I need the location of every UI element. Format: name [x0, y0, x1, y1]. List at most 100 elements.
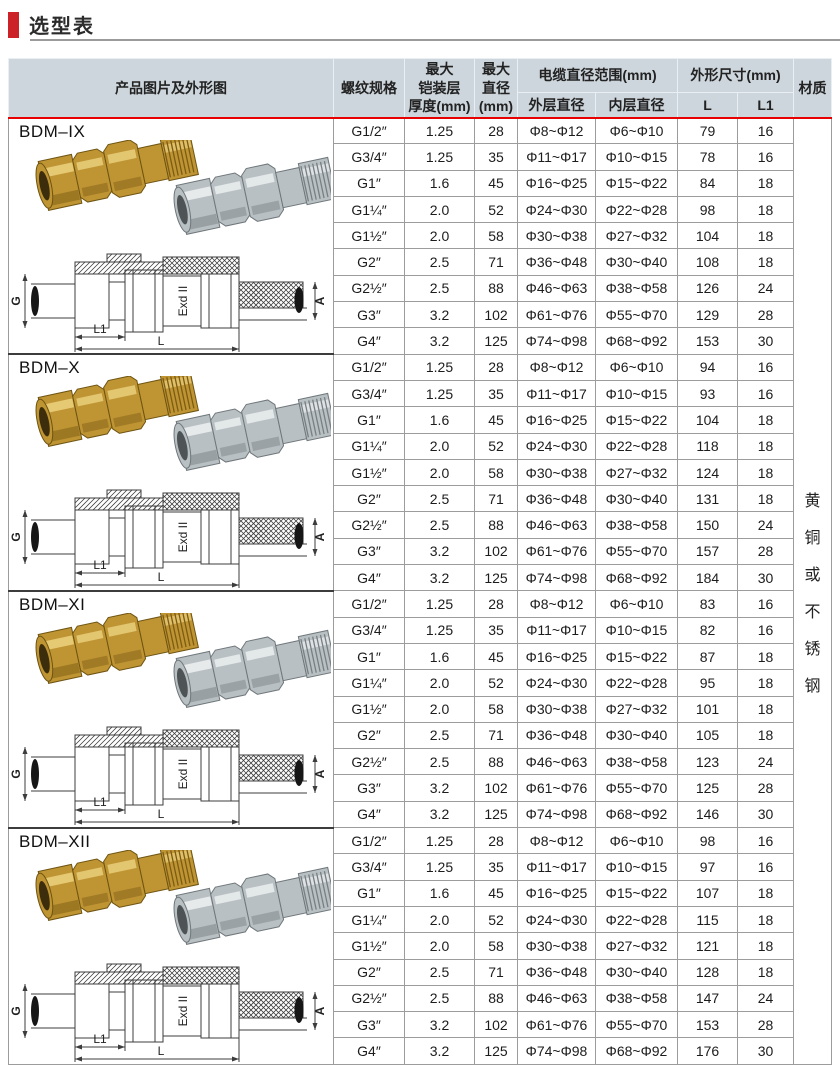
table-body: BDM–IX Exd IIGAL1LG1/2″1.2528Φ8~Φ12Φ6~Φ1…	[8, 116, 833, 1065]
table-row: G2″ 2.5 71 Φ36~Φ48 Φ30~Φ40 105 18	[9, 721, 832, 750]
table-row: G1¼″ 2.0 52 Φ24~Φ30 Φ22~Φ28 115 18	[9, 905, 832, 934]
cell-l: 125	[677, 774, 739, 802]
cell-inner-diameter: Φ30~Φ40	[594, 248, 679, 276]
cell-outer-diameter: Φ61~Φ76	[517, 301, 596, 329]
cell-outer-diameter: Φ11~Φ17	[517, 143, 596, 171]
cell-l1: 16	[737, 616, 795, 644]
title-divider	[30, 39, 840, 41]
cell-l1: 16	[737, 827, 795, 855]
cell-thread: G1″	[333, 169, 405, 197]
cell-l: 107	[677, 879, 739, 907]
cell-max-diameter: 28	[474, 590, 518, 618]
cell-max-diameter: 125	[474, 1037, 518, 1065]
cell-max-diameter: 52	[474, 432, 518, 460]
outline-drawing: Exd II G A L1 L	[11, 253, 327, 352]
cell-outer-diameter: Φ36~Φ48	[517, 721, 596, 750]
table-row: G1¼″ 2.0 52 Φ24~Φ30 Φ22~Φ28 98 18	[9, 195, 832, 224]
cell-max-diameter: 88	[474, 511, 518, 539]
cell-armor-thickness: 1.25	[404, 116, 475, 145]
cell-thread: G3″	[333, 774, 405, 802]
cell-thread: G4″	[333, 327, 405, 355]
cell-l1: 24	[737, 984, 795, 1013]
cell-l: 83	[677, 590, 739, 618]
cell-l: 124	[677, 458, 739, 487]
cell-l1: 24	[737, 274, 795, 303]
cell-max-diameter: 71	[474, 248, 518, 276]
cell-armor-thickness: 1.25	[404, 827, 475, 855]
cell-max-diameter: 58	[474, 222, 518, 250]
table-row: G2″ 2.5 71 Φ36~Φ48 Φ30~Φ40 128 18	[9, 958, 832, 986]
cell-outer-diameter: Φ16~Φ25	[517, 406, 596, 434]
cell-l: 118	[677, 432, 739, 460]
cell-armor-thickness: 1.6	[404, 642, 475, 671]
table-row: BDM–X Exd IIGAL1LG1/2″1.2528Φ8~Φ12Φ6~Φ10…	[8, 353, 832, 592]
cell-l: 93	[677, 379, 739, 408]
page-title: 选型表	[29, 16, 95, 38]
cell-armor-thickness: 3.2	[404, 301, 475, 329]
cell-max-diameter: 125	[474, 800, 518, 829]
cell-l: 123	[677, 748, 739, 776]
cell-thread: G2″	[333, 485, 405, 513]
cell-inner-diameter: Φ55~Φ70	[594, 537, 679, 566]
cell-l: 150	[677, 511, 739, 539]
cell-l1: 18	[737, 458, 795, 487]
cell-max-diameter: 102	[474, 537, 518, 566]
table-row: G2½″ 2.5 88 Φ46~Φ63 Φ38~Φ58 150 24	[9, 511, 832, 539]
cell-l: 129	[677, 301, 739, 329]
cell-armor-thickness: 1.6	[404, 169, 475, 197]
table-row: G2½″ 2.5 88 Φ46~Φ63 Φ38~Φ58 147 24	[9, 984, 832, 1013]
cell-armor-thickness: 2.0	[404, 932, 475, 960]
cell-thread: G1/2″	[333, 590, 405, 618]
cell-inner-diameter: Φ6~Φ10	[594, 353, 679, 381]
cell-inner-diameter: Φ38~Φ58	[594, 511, 679, 539]
cell-l: 98	[677, 195, 739, 224]
cell-l: 153	[677, 1011, 739, 1039]
cell-thread: G2½″	[333, 984, 405, 1013]
model-label: BDM–XI	[19, 594, 86, 614]
cell-l: 121	[677, 932, 739, 960]
cell-max-diameter: 125	[474, 327, 518, 355]
cell-l1: 28	[737, 774, 795, 802]
cell-max-diameter: 52	[474, 669, 518, 697]
cell-max-diameter: 35	[474, 616, 518, 644]
cell-inner-diameter: Φ27~Φ32	[594, 932, 679, 960]
cell-l: 147	[677, 984, 739, 1013]
selection-table: 产品图片及外形图 螺纹规格 最大 铠装层 厚度(mm) 最大 直径 (mm) 电…	[8, 58, 833, 1065]
cell-l1: 18	[737, 485, 795, 513]
header-product: 产品图片及外形图	[8, 58, 334, 119]
table-row: G2″ 2.5 71 Φ36~Φ48 Φ30~Φ40 131 18	[9, 485, 832, 513]
cell-l1: 18	[737, 406, 795, 434]
cell-max-diameter: 102	[474, 1011, 518, 1039]
cell-max-diameter: 88	[474, 984, 518, 1013]
svg-text:L1: L1	[93, 558, 107, 572]
product-photo	[35, 139, 331, 235]
cell-armor-thickness: 2.0	[404, 669, 475, 697]
header-overall-size: 外形尺寸(mm)	[677, 58, 795, 93]
table-row: G1″ 1.6 45 Φ16~Φ25 Φ15~Φ22 107 18	[9, 879, 832, 907]
cell-inner-diameter: Φ38~Φ58	[594, 274, 679, 303]
cell-armor-thickness: 3.2	[404, 1037, 475, 1065]
cell-outer-diameter: Φ61~Φ76	[517, 774, 596, 802]
cell-l1: 16	[737, 853, 795, 881]
cell-max-diameter: 52	[474, 905, 518, 934]
cell-armor-thickness: 2.0	[404, 458, 475, 487]
svg-text:Exd II: Exd II	[176, 759, 190, 790]
cell-outer-diameter: Φ24~Φ30	[517, 195, 596, 224]
cell-outer-diameter: Φ74~Φ98	[517, 327, 596, 355]
cell-inner-diameter: Φ15~Φ22	[594, 169, 679, 197]
cell-l1: 24	[737, 748, 795, 776]
cell-max-diameter: 35	[474, 379, 518, 408]
cell-thread: G2″	[333, 248, 405, 276]
cell-outer-diameter: Φ8~Φ12	[517, 590, 596, 618]
cell-max-diameter: 45	[474, 642, 518, 671]
cell-l1: 18	[737, 932, 795, 960]
cell-l: 94	[677, 353, 739, 381]
svg-text:Exd II: Exd II	[176, 522, 190, 553]
material-char: 铜	[804, 529, 821, 547]
header-max-diameter: 最大 直径 (mm)	[474, 58, 518, 119]
cell-l: 78	[677, 143, 739, 171]
cell-inner-diameter: Φ30~Φ40	[594, 958, 679, 986]
cell-inner-diameter: Φ55~Φ70	[594, 774, 679, 802]
cell-l1: 18	[737, 669, 795, 697]
cell-thread: G3″	[333, 537, 405, 566]
